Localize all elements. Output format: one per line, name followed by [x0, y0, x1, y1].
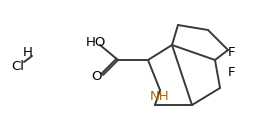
Text: HO: HO: [86, 37, 106, 50]
Text: F: F: [228, 46, 236, 58]
Text: O: O: [91, 71, 101, 83]
Text: NH: NH: [150, 90, 170, 103]
Text: Cl: Cl: [11, 59, 24, 72]
Text: H: H: [23, 46, 33, 58]
Text: F: F: [228, 66, 236, 79]
